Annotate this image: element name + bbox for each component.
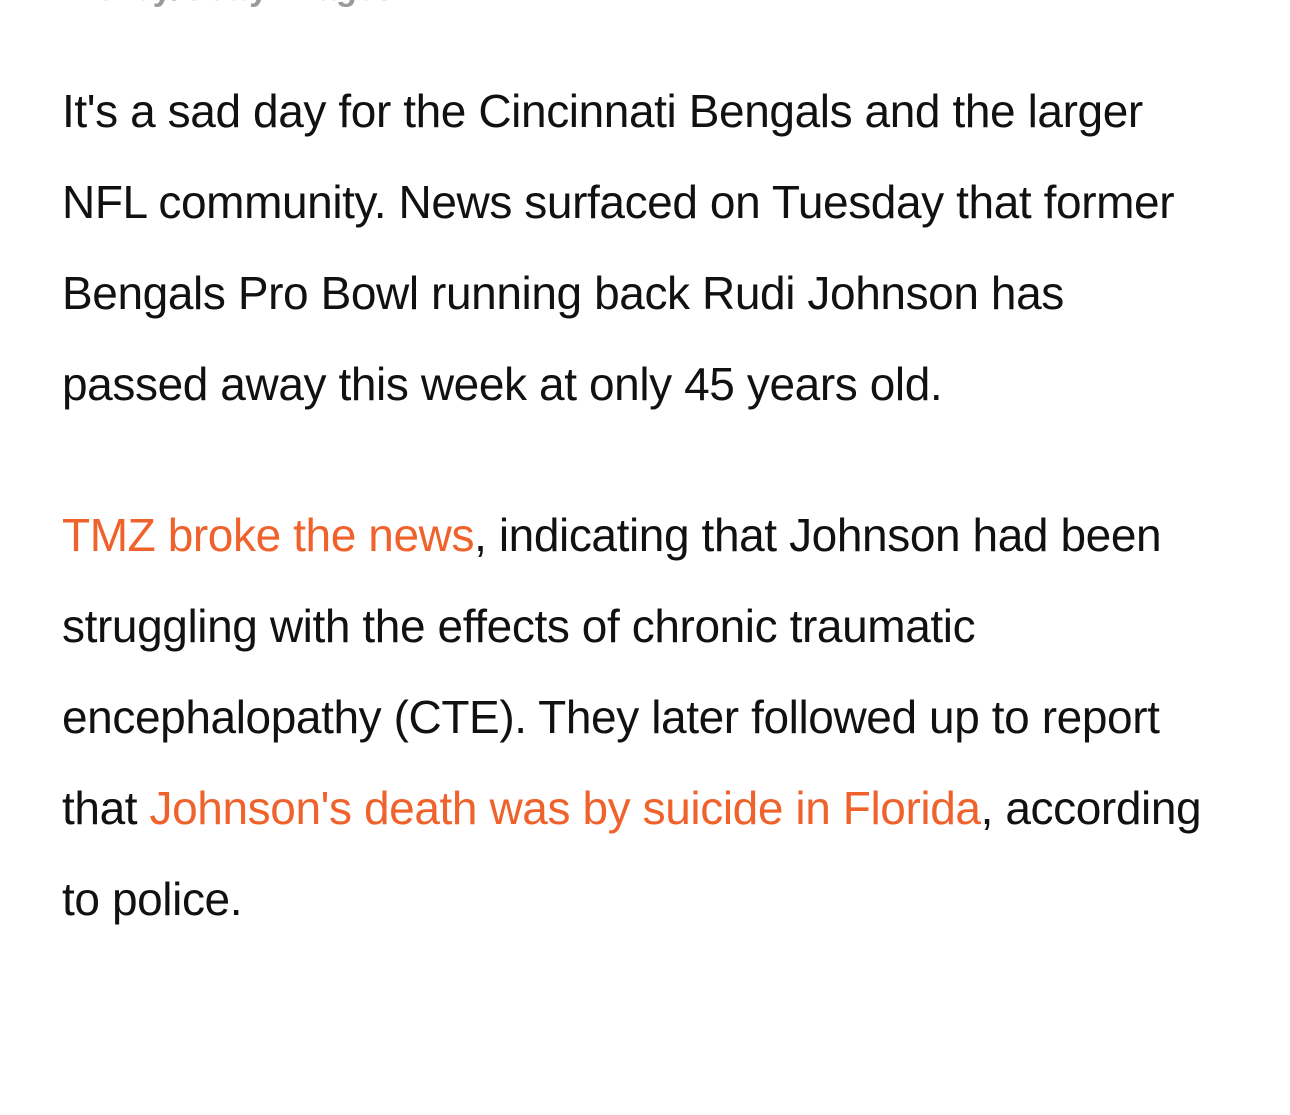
text: It's a sad day for the Cincinnati Bengal…: [62, 85, 1175, 410]
paragraph: TMZ broke the news, indicating that John…: [62, 490, 1212, 945]
link[interactable]: Johnson's death was by suicide in Florid…: [149, 782, 981, 834]
link[interactable]: TMZ broke the news: [62, 509, 475, 561]
paragraph: It's a sad day for the Cincinnati Bengal…: [62, 66, 1212, 430]
text: , according to police.: [62, 782, 1202, 925]
image-caption: Hickey/Getty Images: [62, 0, 395, 9]
text: , indicating that Johnson had been strug…: [62, 509, 1162, 834]
article-body: It's a sad day for the Cincinnati Bengal…: [62, 66, 1212, 1005]
